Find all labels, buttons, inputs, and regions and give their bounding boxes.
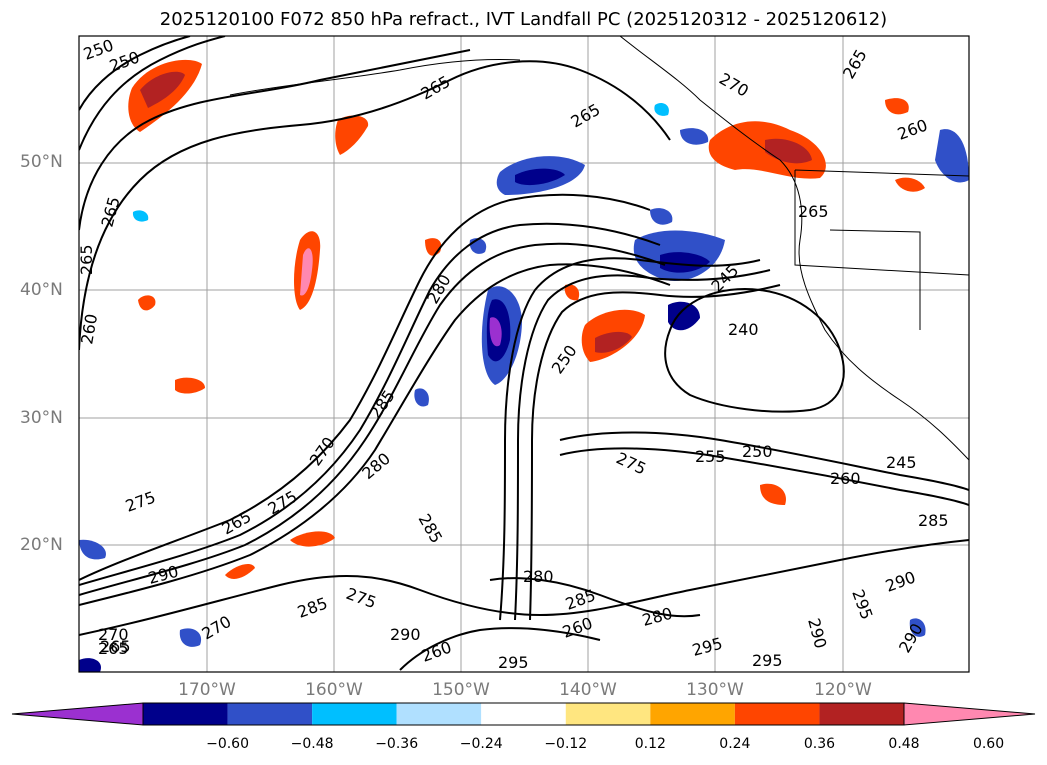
colorbar-segment	[396, 703, 482, 725]
contour-label: 255	[695, 447, 726, 466]
lon-label-170w: 170°W	[178, 680, 236, 700]
colorbar	[11, 702, 1036, 726]
contour-label: 280	[523, 567, 554, 586]
colorbar-tick-label: 0.36	[803, 736, 836, 752]
positive-anomaly-patches	[128, 59, 925, 579]
contour-label: 260	[77, 312, 101, 345]
lat-label-50n: 50°N	[20, 152, 63, 172]
lat-label-20n: 20°N	[20, 535, 63, 555]
contour-label: 295	[498, 653, 529, 672]
colorbar-tick-label: −0.60	[206, 736, 249, 752]
lat-label-40n: 40°N	[20, 280, 63, 300]
colorbar-tick-label: −0.48	[290, 736, 334, 752]
colorbar-tick-label: 0.48	[888, 736, 920, 752]
contour-label: 265	[77, 244, 96, 275]
contour-label: 250	[742, 442, 773, 461]
lon-label-140w: 140°W	[559, 680, 617, 700]
coastlines	[229, 36, 969, 461]
lon-label-150w: 150°W	[432, 680, 490, 700]
colorbar-segment	[565, 703, 651, 725]
lat-label-30n: 30°N	[20, 408, 63, 428]
contour-lines	[79, 36, 969, 671]
contour-label: 240	[728, 320, 759, 339]
lon-label-120w: 120°W	[814, 680, 872, 700]
contour-label: 290	[390, 625, 421, 644]
map-title: 2025120100 F072 850 hPa refract., IVT La…	[159, 9, 888, 30]
colorbar-segment	[734, 703, 820, 725]
contour-label: 265	[798, 202, 829, 221]
contour-label: 245	[886, 453, 917, 472]
colorbar-segment	[227, 703, 313, 725]
colorbar-segment	[481, 703, 566, 725]
colorbar-segment	[819, 703, 904, 725]
colorbar-tick-label: 0.24	[719, 736, 751, 752]
colorbar-segment	[312, 703, 397, 725]
colorbar-tick-label: 0.12	[634, 736, 666, 752]
shaded-fields	[79, 59, 969, 672]
lon-label-130w: 130°W	[686, 680, 744, 700]
contour-label: 270	[98, 625, 129, 644]
map-panel: 250 250 265 265 265 270 265 260 265 265 …	[77, 35, 970, 673]
contour-label: 265	[100, 637, 131, 656]
colorbar-extend-high	[903, 702, 1036, 726]
colorbar-tick-label: −0.24	[459, 736, 503, 752]
contour-label: 295	[752, 651, 783, 670]
colorbar-segment	[143, 703, 228, 725]
colorbar-extend-low	[11, 702, 144, 726]
contour-label: 285	[918, 511, 949, 530]
contour-label: 260	[830, 469, 861, 488]
colorbar-tick-label: 0.60	[972, 736, 1005, 752]
colorbar-segment	[650, 703, 735, 725]
colorbar-tick-label: −0.36	[375, 736, 419, 752]
contour-label: 265	[98, 639, 129, 658]
lon-label-160w: 160°W	[305, 680, 363, 700]
colorbar-tick-label: −0.12	[544, 736, 588, 752]
